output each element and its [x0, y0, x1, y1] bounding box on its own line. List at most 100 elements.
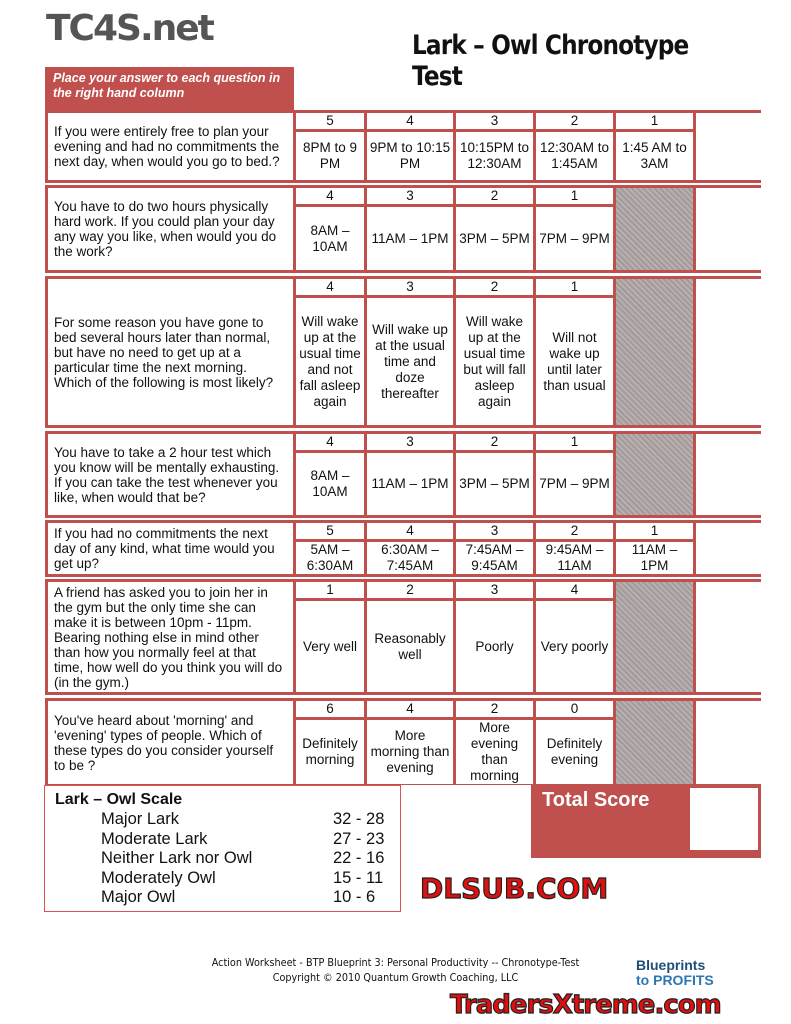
option-label: 1:45 AM to 3AM — [616, 132, 693, 180]
instructions-banner: Place your answer to each question in th… — [45, 67, 294, 112]
option-score: 3 — [456, 523, 533, 539]
option-score: 1 — [536, 434, 613, 450]
option-score: 4 — [296, 434, 364, 450]
option-label: Very poorly — [536, 601, 613, 692]
watermark-tc4s: TC4S.net — [46, 8, 215, 49]
option-score: 0 — [536, 701, 613, 717]
footer-copyright: Copyright © 2010 Quantum Growth Coaching… — [272, 972, 519, 984]
option-label: Will wake up at the usual time and not f… — [296, 298, 364, 425]
scale-range: 27 - 23 — [333, 829, 385, 848]
option-label: 8AM – 10AM — [296, 207, 364, 270]
option-score: 1 — [296, 582, 364, 598]
answer-input[interactable] — [696, 434, 766, 515]
answer-input[interactable] — [696, 188, 766, 270]
option-label: 11AM – 1PM — [616, 542, 693, 574]
option-label: 8PM to 9 PM — [296, 132, 364, 180]
watermark-dlsub: DLSUB.COM — [419, 871, 609, 905]
option-label: Definitely evening — [536, 720, 613, 784]
option-score: 4 — [296, 188, 364, 204]
scale-title: Lark – Owl Scale — [55, 791, 183, 808]
option-label: 7PM – 9PM — [536, 453, 613, 515]
question-text: If you had no commitments the next day o… — [48, 523, 293, 574]
option-score: 3 — [367, 434, 453, 450]
option-score: 5 — [296, 113, 364, 129]
scale-row: Major Lark 32 - 28 — [55, 810, 390, 830]
option-score: 1 — [616, 113, 693, 129]
total-score-block: Total Score — [531, 785, 761, 858]
unused-cell — [616, 434, 693, 515]
option-label: 3PM – 5PM — [456, 453, 533, 515]
scale-range: 22 - 16 — [333, 849, 385, 867]
option-score: 2 — [456, 279, 533, 295]
option-label: 9:45AM – 11AM — [536, 542, 613, 574]
scale-category: Moderately Owl — [101, 868, 216, 887]
question-row: For some reason you have gone to bed sev… — [45, 276, 766, 428]
question-text: You have to do two hours physically hard… — [48, 188, 293, 270]
option-label: Will not wake up until later than usual — [536, 298, 613, 425]
option-label: 10:15PM to 12:30AM — [456, 132, 533, 180]
option-score: 3 — [367, 188, 453, 204]
unused-cell — [616, 582, 693, 692]
option-label: More evening than morning — [456, 720, 533, 784]
footer: Action Worksheet - BTP Blueprint 3: Pers… — [32, 956, 760, 986]
scale-row: Major Owl 10 - 6 — [55, 888, 390, 908]
option-label: 8AM – 10AM — [296, 453, 364, 515]
scale-row: Moderate Lark 27 - 23 — [55, 830, 390, 850]
scale-row: Moderately Owl 15 - 11 — [55, 869, 390, 889]
option-label: Poorly — [456, 601, 533, 692]
question-row: If you were entirely free to plan your e… — [45, 110, 766, 183]
page-title: Lark – Owl Chronotype Test — [412, 30, 689, 92]
lark-owl-scale: Lark – Owl Scale Major Lark 32 - 28 Modera… — [44, 785, 401, 912]
scale-range: 15 - 11 — [333, 868, 384, 887]
answer-input[interactable] — [696, 279, 766, 425]
option-score: 2 — [456, 188, 533, 204]
question-text: If you were entirely free to plan your e… — [48, 113, 293, 180]
watermark-tradersxtreme: TradersXtreme.com — [449, 989, 722, 1020]
option-label: 9PM to 10:15 PM — [367, 132, 453, 180]
option-label: 7:45AM – 9:45AM — [456, 542, 533, 574]
option-score: 2 — [456, 701, 533, 717]
question-row: You have to take a 2 hour test which you… — [45, 431, 766, 518]
option-label: 6:30AM – 7:45AM — [367, 542, 453, 574]
option-label: 3PM – 5PM — [456, 207, 533, 270]
answer-input[interactable] — [696, 701, 766, 784]
total-score-input[interactable] — [690, 788, 758, 850]
option-score: 4 — [367, 523, 453, 539]
option-score: 5 — [296, 523, 364, 539]
question-row: A friend has asked you to join her in th… — [45, 579, 766, 695]
scale-range: 32 - 28 — [333, 810, 385, 828]
blueprints-logo: Blueprints to PROFITS — [636, 958, 714, 988]
answer-input[interactable] — [696, 523, 766, 574]
option-score: 4 — [536, 582, 613, 598]
option-label: Very well — [296, 601, 364, 692]
option-label: Will wake up at the usual time but will … — [456, 298, 533, 425]
logo-line2: to PROFITS — [636, 972, 714, 988]
scale-category: Major Lark — [101, 810, 179, 828]
answer-input[interactable] — [696, 113, 766, 180]
option-label: Reasonably well — [367, 601, 453, 692]
option-label: 5AM – 6:30AM — [296, 542, 364, 574]
option-label: 7PM – 9PM — [536, 207, 613, 270]
scale-category: Moderate Lark — [101, 829, 208, 848]
unused-cell — [616, 701, 693, 784]
logo-line1: Blueprints — [636, 957, 706, 973]
option-score: 4 — [367, 113, 453, 129]
option-score: 2 — [367, 582, 453, 598]
question-text: A friend has asked you to join her in th… — [48, 582, 293, 692]
option-score: 1 — [616, 523, 693, 539]
option-score: 2 — [536, 523, 613, 539]
option-score: 1 — [536, 279, 613, 295]
scale-row: Neither Lark nor Owl 22 - 16 — [55, 849, 390, 869]
answer-input[interactable] — [696, 582, 766, 692]
option-label: More morning than evening — [367, 720, 453, 784]
option-score: 3 — [456, 113, 533, 129]
option-label: 12:30AM to 1:45AM — [536, 132, 613, 180]
scale-category: Neither Lark nor Owl — [101, 849, 253, 867]
option-label: 11AM – 1PM — [367, 453, 453, 515]
option-score: 2 — [536, 113, 613, 129]
option-score: 2 — [456, 434, 533, 450]
option-label: Will wake up at the usual time and doze … — [367, 298, 453, 425]
footer-line1: Action Worksheet - BTP Blueprint 3: Pers… — [211, 957, 580, 969]
option-score: 3 — [456, 582, 533, 598]
scale-range: 10 - 6 — [333, 888, 376, 906]
